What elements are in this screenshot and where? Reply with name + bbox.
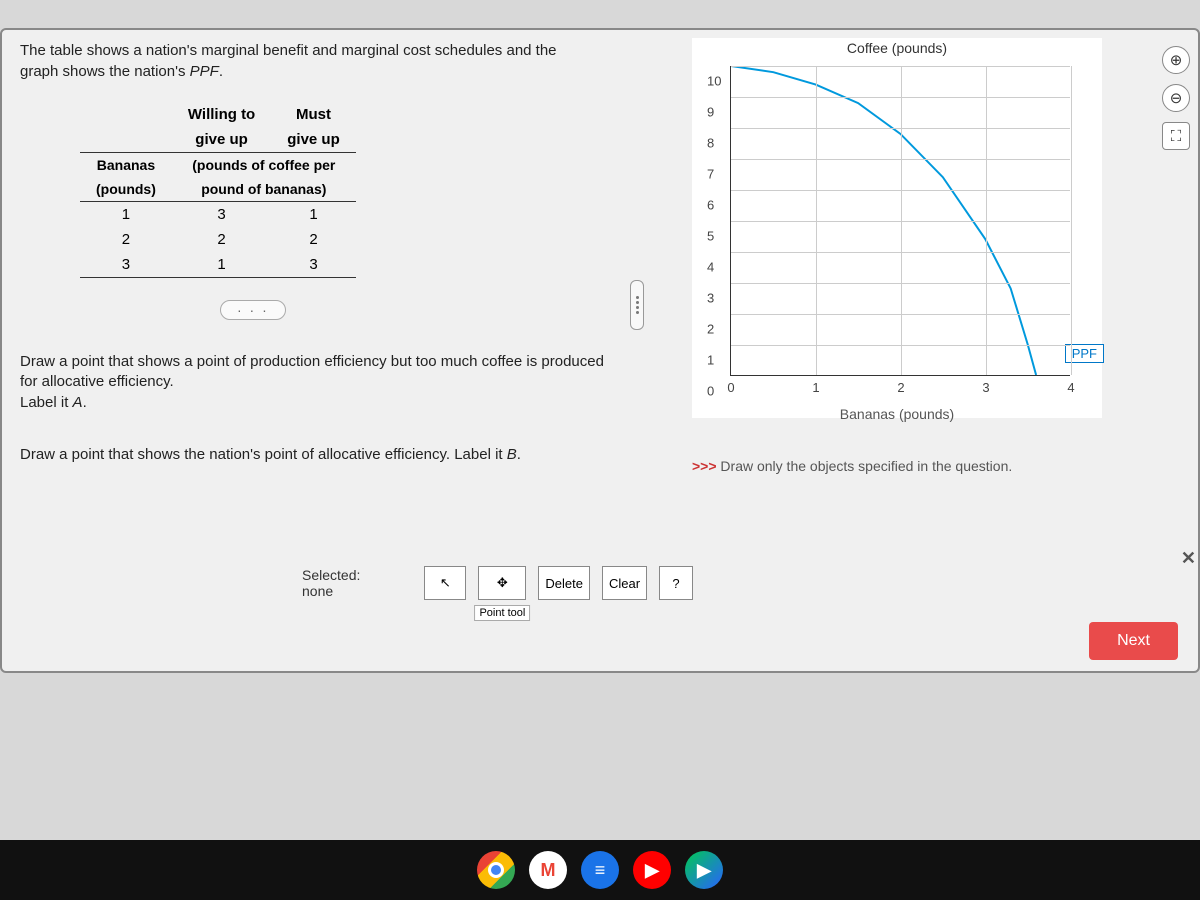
selected-label: Selected: (302, 567, 360, 583)
instr2-dot: . (517, 446, 521, 463)
y-tick: 7 (707, 167, 714, 182)
y-tick: 9 (707, 105, 714, 120)
select-tool-button[interactable]: ↖ (424, 566, 466, 600)
zoom-out-button[interactable]: ⊖ (1162, 84, 1190, 112)
cell: 3 (80, 252, 172, 278)
x-tick: 0 (727, 380, 734, 395)
hint-arrows: >>> (692, 458, 717, 474)
instr2-text: Draw a point that shows the nation's poi… (20, 446, 507, 463)
instr1-text: Draw a point that shows a point of produ… (20, 353, 604, 390)
instr2-label: B (507, 446, 517, 463)
help-button[interactable]: ? (659, 566, 693, 600)
intro-line1: The table shows a nation's marginal bene… (20, 42, 557, 59)
col-must-b: give up (271, 127, 356, 153)
delete-button[interactable]: Delete (538, 566, 590, 600)
point-icon: ✥ (497, 575, 508, 591)
taskbar-docs-icon[interactable]: ≡ (581, 851, 619, 889)
zoom-in-icon: ⊕ (1170, 51, 1183, 69)
col-bananas-b: (pounds) (80, 177, 172, 202)
taskbar-play-icon[interactable]: ▶ (685, 851, 723, 889)
next-button[interactable]: Next (1089, 622, 1178, 660)
cell: 1 (271, 202, 356, 228)
fullscreen-icon: ⛶ (1171, 128, 1182, 145)
instr1-label: A (73, 394, 83, 411)
taskbar-gmail-icon[interactable]: M (529, 851, 567, 889)
cell: 1 (172, 252, 271, 278)
graph-toolbar: Selected: none ↖ ✥ Point tool Delete Cle… (2, 553, 1198, 613)
x-tick: 1 (812, 380, 819, 395)
x-axis-label: Bananas (pounds) (692, 406, 1102, 422)
point-tool-button[interactable]: ✥ Point tool (478, 566, 526, 600)
ppf-chart[interactable]: Coffee (pounds) PPF 01234012345678910 Ba… (692, 38, 1102, 418)
sub-header: (pounds of coffee per (172, 153, 356, 178)
col-bananas-a: Bananas (80, 153, 172, 178)
zoom-out-icon: ⊖ (1170, 89, 1183, 107)
zoom-in-button[interactable]: ⊕ (1162, 46, 1190, 74)
table-body: 1 3 1 2 2 2 3 1 3 (80, 202, 356, 279)
instr1-label-prefix: Label it (20, 394, 73, 411)
instr1-dot: . (83, 394, 87, 411)
more-button[interactable]: · · · (220, 300, 286, 320)
x-tick: 3 (982, 380, 989, 395)
x-tick: 2 (897, 380, 904, 395)
fullscreen-button[interactable]: ⛶ (1162, 122, 1190, 150)
cell: 2 (271, 227, 356, 252)
col-must-a: Must (271, 102, 356, 127)
intro-line2a: graph shows the nation's (20, 63, 190, 80)
cell: 3 (271, 252, 356, 278)
intro-text: The table shows a nation's marginal bene… (20, 40, 604, 82)
zoom-controls: ⊕ ⊖ ⛶ (1162, 46, 1190, 150)
y-tick: 2 (707, 322, 714, 337)
hint-text: Draw only the objects specified in the q… (717, 458, 1013, 474)
sub-header2: pound of bananas) (172, 177, 356, 202)
data-table-wrap: Willing to Must give up give up Bananas … (80, 102, 604, 278)
draw-hint: >>> Draw only the objects specified in t… (692, 458, 1012, 474)
table-row: 3 1 3 (80, 252, 356, 278)
data-table: Willing to Must give up give up Bananas … (80, 102, 356, 278)
y-tick: 3 (707, 291, 714, 306)
y-tick: 4 (707, 260, 714, 275)
y-tick: 1 (707, 353, 714, 368)
selected-info: Selected: none (302, 567, 360, 599)
y-tick: 5 (707, 229, 714, 244)
y-tick: 10 (707, 74, 721, 89)
col-willing-b: give up (172, 127, 271, 153)
taskbar: M ≡ ▶ ▶ (0, 840, 1200, 900)
intro-ppf: PPF (190, 63, 219, 80)
taskbar-youtube-icon[interactable]: ▶ (633, 851, 671, 889)
cell: 2 (80, 227, 172, 252)
cursor-icon: ↖ (440, 575, 451, 591)
table-row: 2 2 2 (80, 227, 356, 252)
y-tick: 8 (707, 136, 714, 151)
taskbar-chrome-icon[interactable] (477, 851, 515, 889)
question-panel: The table shows a nation's marginal bene… (0, 28, 1200, 673)
chart-title: Coffee (pounds) (692, 40, 1102, 56)
cell: 2 (172, 227, 271, 252)
chrome-inner-icon (488, 862, 504, 878)
instruction-1: Draw a point that shows a point of produ… (20, 352, 604, 413)
cell: 3 (172, 202, 271, 228)
close-button[interactable]: ✕ (1181, 548, 1196, 569)
selected-value: none (302, 583, 333, 599)
point-tool-caption: Point tool (474, 605, 530, 621)
table-row: 1 3 1 (80, 202, 356, 228)
clear-button[interactable]: Clear (602, 566, 647, 600)
col-willing-a: Willing to (172, 102, 271, 127)
y-tick: 6 (707, 198, 714, 213)
plot-area[interactable]: PPF 01234012345678910 (730, 66, 1070, 376)
x-tick: 4 (1067, 380, 1074, 395)
instruction-2: Draw a point that shows the nation's poi… (20, 445, 604, 465)
y-tick: 0 (707, 384, 714, 399)
intro-line2c: . (219, 63, 223, 80)
cell: 1 (80, 202, 172, 228)
